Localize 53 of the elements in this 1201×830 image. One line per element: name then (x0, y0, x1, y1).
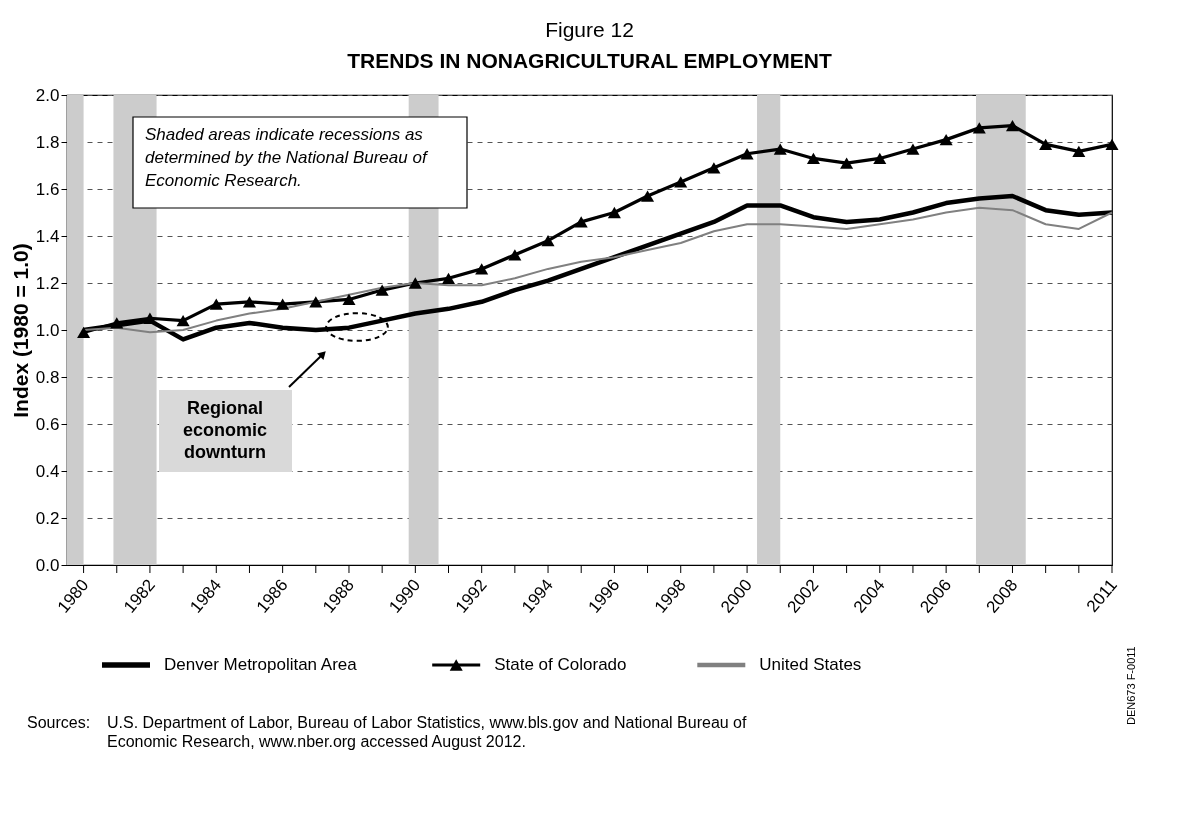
point (342, 293, 356, 306)
point (77, 326, 91, 338)
legend-label: Denver Metropolitan Area (164, 655, 358, 674)
point (309, 296, 323, 308)
point (1039, 138, 1053, 150)
point (707, 162, 721, 174)
point (740, 148, 754, 160)
point (806, 152, 820, 165)
point (110, 317, 124, 329)
point (242, 296, 256, 308)
y-tick-label: 1.2 (35, 273, 60, 293)
point (176, 314, 190, 327)
point (906, 143, 920, 155)
annotation: Shaded areas indicate recessions as determined by the National Bureau of Economic Research. (145, 125, 429, 190)
point (674, 176, 688, 188)
point (441, 272, 456, 284)
point (408, 277, 422, 289)
chart-subtitle: TRENDS IN NONAGRICULTURAL EMPLOYMENT (347, 49, 832, 72)
y-tick-label: 1.8 (35, 132, 60, 152)
y-tick-label: 1.4 (35, 226, 60, 246)
point (375, 284, 389, 296)
y-tick-label: 2.0 (35, 85, 60, 105)
point (939, 134, 953, 146)
point (873, 152, 887, 165)
y-tick-label: 1.6 (35, 179, 60, 199)
y-tick-label: 0.8 (35, 367, 60, 387)
point (276, 298, 290, 310)
source-note: Sources: U.S. Department of Labor, Bureau of Labor Statistics, www.bls.gov and National Bureau of Economic Research, www.nber.org accessed August 2012. (27, 714, 748, 750)
annotation: Regional economic downturn (182, 398, 268, 462)
point (641, 190, 655, 202)
point (972, 122, 986, 134)
y-tick-label: 0.6 (35, 414, 60, 434)
point (508, 249, 522, 261)
point (1072, 145, 1086, 158)
point (1005, 119, 1019, 132)
point (1105, 138, 1119, 150)
y-tick-label: 0.2 (35, 508, 60, 528)
y-axis-title: Index (1980 = 1.0) (8, 243, 32, 418)
text: DEN673 F-0011 (1125, 646, 1137, 725)
legend-label: United States (759, 655, 862, 674)
point (607, 206, 621, 219)
point (773, 143, 787, 155)
point (840, 157, 854, 169)
point (541, 235, 555, 247)
chart-title: Figure 12 (545, 18, 634, 41)
y-tick-label: 0.4 (35, 461, 60, 481)
y-tick-label: 1.0 (35, 320, 60, 340)
point (475, 263, 489, 275)
point (574, 216, 588, 228)
point (143, 312, 157, 324)
y-tick-label: 0.0 (35, 555, 60, 575)
point (209, 298, 223, 310)
legend-label: State of Colorado (494, 655, 627, 674)
